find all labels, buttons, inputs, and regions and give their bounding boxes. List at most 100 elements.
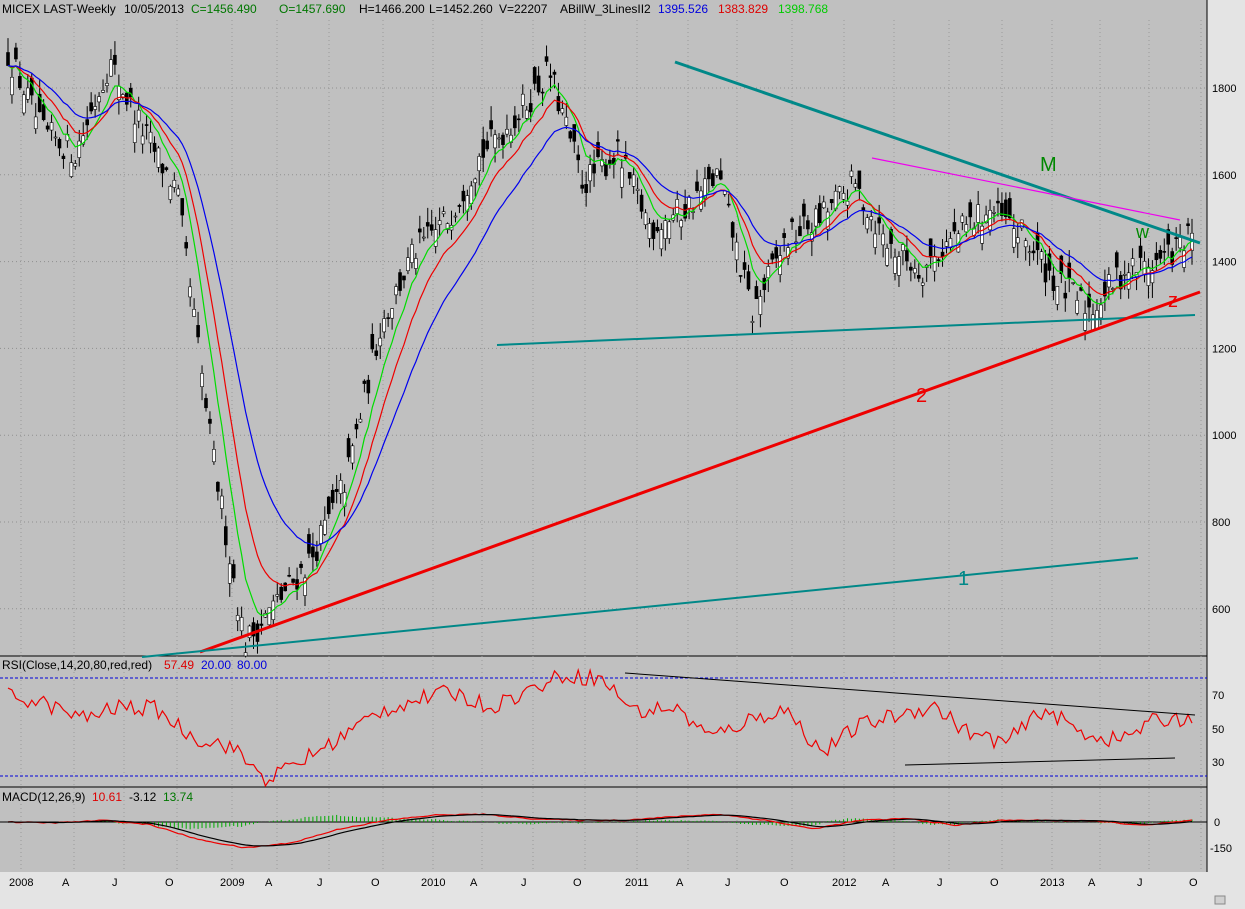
candle-body: [489, 120, 493, 130]
candle-body: [968, 202, 973, 218]
candle-body: [532, 67, 537, 84]
candle-body: [865, 217, 870, 230]
macd-signal: -3.12: [129, 790, 157, 804]
candle-body: [718, 170, 723, 180]
macd-hist: 13.74: [163, 790, 193, 804]
candle-body: [905, 250, 909, 262]
candle-body: [513, 115, 517, 129]
candle-body: [469, 185, 474, 204]
rsi-tick-70: 70: [1212, 690, 1224, 702]
candle-body: [616, 139, 620, 142]
candle-body: [679, 220, 683, 228]
candle-body: [853, 183, 858, 188]
macd-value: 10.61: [92, 790, 122, 804]
candle-body: [386, 317, 390, 319]
candle-body: [964, 224, 969, 233]
candle-body: [176, 188, 181, 196]
candle-body: [564, 116, 569, 126]
candle-body: [790, 218, 794, 223]
candle-body: [89, 102, 93, 112]
annotation-2: 2: [916, 385, 927, 407]
trendline-red-2: [199, 290, 1201, 654]
candle-body: [97, 96, 101, 103]
candle-body: [69, 162, 74, 177]
candle-body: [501, 134, 505, 145]
candle-body: [22, 94, 26, 114]
candle-body: [188, 286, 192, 298]
candle-body: [14, 47, 18, 60]
candle-body: [124, 92, 129, 105]
candle-body: [1166, 229, 1171, 245]
candle-body: [402, 275, 406, 281]
candle-body: [461, 190, 466, 202]
candle-body: [1055, 286, 1060, 305]
candle-body: [556, 96, 561, 112]
macd-signal-line: [7, 813, 1193, 847]
candle-body: [493, 134, 497, 149]
scroll-handle[interactable]: [1214, 895, 1226, 905]
price-tick-label: 1600: [1212, 170, 1236, 182]
candle-body: [140, 135, 145, 145]
rsi-high: 80.00: [237, 658, 267, 672]
candle-body: [239, 617, 244, 632]
candle-body: [588, 164, 592, 182]
candle-body: [996, 200, 1000, 204]
candle-body: [592, 163, 596, 174]
candle-body: [414, 258, 418, 269]
candle-body: [604, 163, 608, 177]
candle-body: [1000, 202, 1004, 216]
candle-body: [77, 140, 82, 158]
candle-body: [806, 220, 810, 230]
candle-body: [687, 196, 691, 209]
candle-body: [536, 75, 541, 93]
rsi-value: 57.49: [164, 658, 194, 672]
candle-body: [619, 167, 624, 188]
symbol-label: MICEX LAST-Weekly: [2, 2, 116, 16]
candle-body: [291, 578, 295, 583]
x-tick-label: O: [371, 877, 380, 889]
indicator-label: ABillW_3LinesII2: [560, 2, 651, 16]
candle-body: [172, 179, 177, 188]
candle-body: [770, 253, 775, 260]
candle-body: [477, 156, 482, 172]
candle-body: [1130, 258, 1135, 267]
candle-body: [540, 91, 545, 94]
candle-body: [711, 173, 715, 186]
candle-body: [960, 215, 965, 223]
candle-body: [873, 233, 878, 248]
candle-body: [441, 211, 446, 215]
candle-body: [231, 564, 236, 579]
x-tick-label: O: [780, 877, 789, 889]
candle-body: [726, 203, 731, 206]
candle-body: [627, 172, 632, 179]
candle-body: [889, 228, 893, 244]
candle-body: [643, 212, 648, 226]
candle-body: [283, 582, 287, 592]
x-tick-label: O: [1189, 877, 1198, 889]
candle-body: [635, 188, 640, 191]
candle-body: [136, 109, 141, 122]
candle-body: [944, 241, 949, 247]
open-value: O=1457.690: [279, 2, 346, 16]
candle-body: [319, 525, 323, 544]
candle-body: [841, 193, 846, 200]
candle-body: [113, 54, 117, 65]
candle-body: [354, 423, 359, 430]
candle-body: [49, 122, 54, 131]
candle-body: [802, 203, 806, 217]
candle-body: [1008, 198, 1012, 219]
candle-body: [299, 563, 303, 568]
low-value: L=1452.260: [429, 2, 493, 16]
ma-blue-line: [7, 64, 1193, 547]
candle-body: [275, 594, 280, 597]
indicator-blue-value: 1395.526: [658, 2, 708, 16]
candle-body: [928, 238, 933, 258]
candle-body: [548, 75, 553, 78]
candle-body: [509, 134, 513, 143]
candle-body: [774, 247, 779, 259]
x-tick-label: A: [470, 877, 478, 889]
candle-body: [57, 138, 62, 149]
candle-body: [778, 255, 782, 275]
candle-body: [1103, 281, 1107, 297]
price-tick-label: 1200: [1212, 343, 1236, 355]
